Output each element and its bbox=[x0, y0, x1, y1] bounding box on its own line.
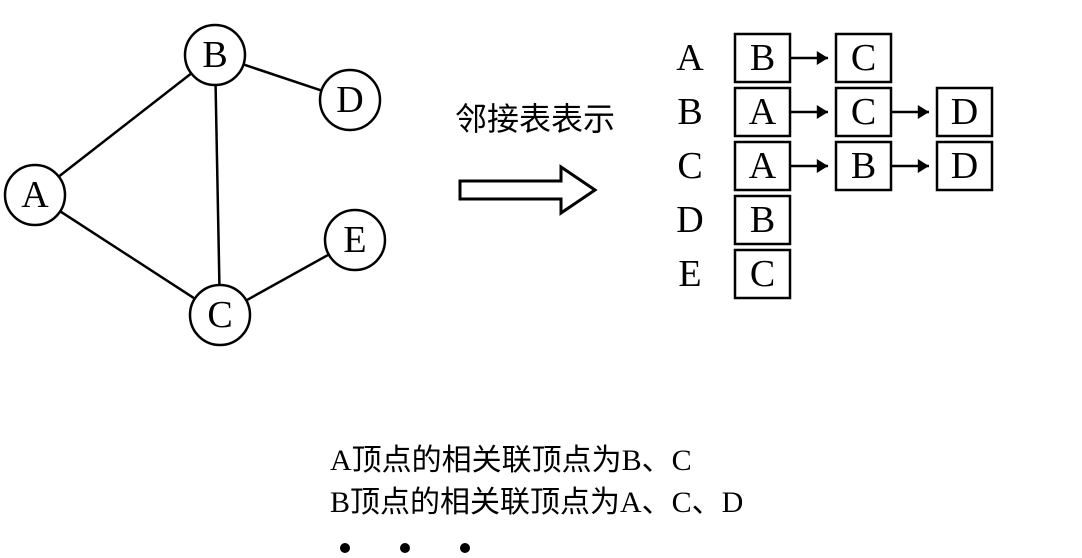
adj-row-label: A bbox=[676, 37, 704, 79]
adj-box-label: B bbox=[851, 145, 876, 187]
adj-row-label: D bbox=[676, 199, 703, 241]
graph-edge bbox=[60, 211, 195, 298]
big-arrow-icon bbox=[460, 167, 595, 213]
graph-node-label-a: A bbox=[21, 174, 49, 216]
adj-box-label: B bbox=[750, 37, 775, 79]
ellipsis-dot-icon bbox=[460, 543, 470, 553]
ellipsis-dot-icon bbox=[340, 543, 350, 553]
adj-box-label: C bbox=[750, 253, 775, 295]
adj-link-arrowhead-icon bbox=[817, 105, 828, 119]
adj-link-arrowhead-icon bbox=[817, 159, 828, 173]
adj-box-label: A bbox=[749, 91, 777, 133]
adj-row-label: C bbox=[677, 145, 702, 187]
adj-box-label: D bbox=[951, 145, 978, 187]
graph-node-label-b: B bbox=[202, 34, 227, 76]
adj-link-arrowhead-icon bbox=[918, 105, 929, 119]
description-line-2: B顶点的相关联顶点为A、C、D bbox=[330, 486, 743, 519]
graph-node-label-d: D bbox=[336, 79, 363, 121]
adj-box-label: C bbox=[851, 91, 876, 133]
adj-box-label: B bbox=[750, 199, 775, 241]
adj-link-arrowhead-icon bbox=[817, 51, 828, 65]
graph-node-label-c: C bbox=[207, 294, 232, 336]
graph-edge bbox=[216, 85, 220, 285]
adj-box-label: A bbox=[749, 145, 777, 187]
ellipsis-dot-icon bbox=[400, 543, 410, 553]
diagram-root: ABCDE邻接表表示ABCBACDCABDDBECA顶点的相关联顶点为B、CB顶… bbox=[0, 0, 1082, 558]
adj-row-label: B bbox=[677, 91, 702, 133]
adj-box-label: D bbox=[951, 91, 978, 133]
arrow-caption: 邻接表表示 bbox=[455, 101, 615, 137]
adj-link-arrowhead-icon bbox=[918, 159, 929, 173]
graph-edge bbox=[246, 255, 329, 301]
graph-node-label-e: E bbox=[343, 219, 366, 261]
graph-edge bbox=[243, 64, 321, 90]
adj-row-label: E bbox=[678, 253, 701, 295]
adj-box-label: C bbox=[851, 37, 876, 79]
graph-edge bbox=[59, 73, 192, 176]
description-line-1: A顶点的相关联顶点为B、C bbox=[330, 444, 692, 477]
